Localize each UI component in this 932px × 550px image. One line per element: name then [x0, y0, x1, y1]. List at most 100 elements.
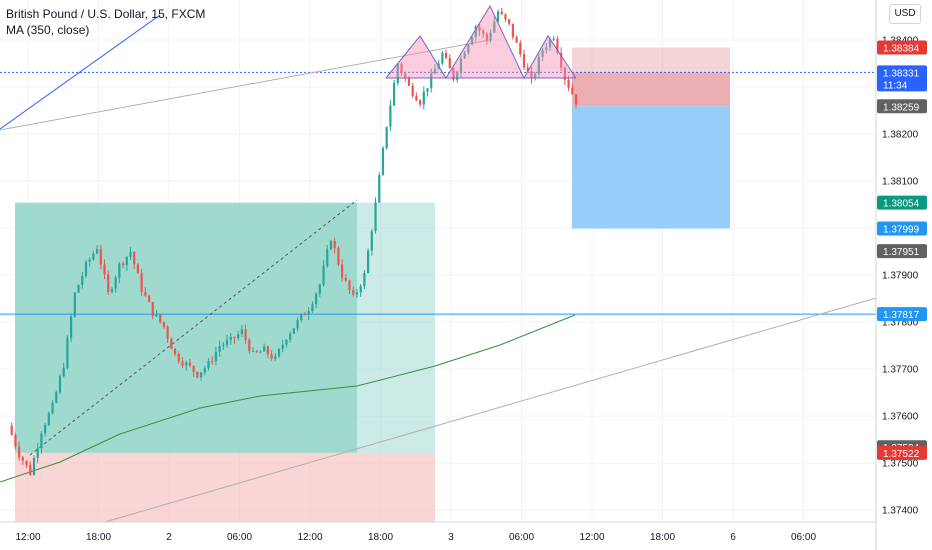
candle-body	[84, 261, 88, 276]
candle-body	[511, 23, 514, 38]
time-tick-label: 12:00	[297, 532, 322, 543]
time-tick-label: 6	[730, 532, 736, 543]
candle-body	[493, 21, 496, 33]
candle-body	[322, 265, 325, 285]
candle-body	[315, 293, 318, 305]
candle-body	[522, 54, 526, 68]
candle-body	[307, 311, 310, 316]
long-profit-zone-ext[interactable]	[357, 202, 435, 453]
candle-body	[277, 349, 281, 357]
price-tag-label: 1.37817	[883, 310, 920, 321]
candle-body	[407, 78, 411, 86]
candle-body	[452, 68, 455, 80]
candle-body	[199, 372, 203, 378]
candle-body	[192, 365, 195, 372]
candle-body	[229, 336, 232, 341]
trend-line-blue[interactable]	[0, 14, 161, 130]
price-tick-label: 1.37900	[882, 271, 919, 282]
candle-body	[107, 274, 110, 292]
candle-body	[348, 280, 351, 291]
candle-body	[534, 73, 537, 79]
price-tick-label: 1.38100	[882, 177, 919, 188]
candle-body	[125, 256, 128, 266]
candle-body	[418, 100, 422, 105]
candle-body	[548, 39, 552, 48]
candle-body	[508, 19, 511, 24]
time-tick-label: 06:00	[227, 532, 252, 543]
price-tag-label: 1.38259	[883, 102, 920, 113]
candle-body	[441, 52, 444, 64]
candle-body	[274, 356, 277, 359]
candle-body	[363, 273, 366, 287]
trend-line-grey-upper[interactable]	[0, 39, 491, 131]
candle-body	[170, 338, 173, 349]
candle-body	[571, 87, 574, 95]
pattern-overlays[interactable]	[385, 4, 577, 80]
time-tick-label: 06:00	[509, 532, 534, 543]
symbol-title[interactable]: British Pound / U.S. Dollar, 15, FXCM	[6, 7, 206, 21]
countdown-label: 11:34	[883, 80, 908, 91]
head-shoulders-fill	[386, 6, 576, 78]
candle-body	[121, 263, 125, 266]
candle-body	[259, 351, 262, 353]
candle-body	[151, 302, 154, 317]
time-axis[interactable]: 12:00 18:00 2 06:00 12:00 18:00 3 06:00 12:00 18:…	[15, 532, 816, 543]
price-tick-label: 1.37800	[882, 318, 919, 329]
indicator-label[interactable]: MA (350, close)	[6, 23, 90, 37]
candle-body	[70, 316, 73, 338]
candle-body	[545, 47, 548, 51]
short-loss-zone[interactable]	[572, 72, 730, 107]
candle-body	[29, 465, 32, 475]
price-tick-label: 1.38200	[882, 130, 919, 141]
candle-body	[404, 72, 407, 79]
price-tag-bg	[877, 244, 927, 259]
candle-body	[541, 50, 544, 57]
time-tick-label: 12:00	[15, 532, 40, 543]
candle-body	[62, 368, 65, 377]
candle-body	[110, 288, 114, 292]
price-tag-label: 1.38384	[883, 43, 920, 54]
candle-body	[370, 231, 373, 251]
candle-body	[14, 435, 17, 447]
short-loss-zone-upper[interactable]	[572, 47, 730, 73]
price-tag-bg	[877, 445, 927, 460]
time-tick-label: 06:00	[791, 532, 816, 543]
candle-body	[255, 350, 258, 352]
candle-body	[526, 67, 529, 72]
candle-body	[519, 42, 522, 55]
candle-body	[40, 433, 43, 449]
candle-body	[381, 147, 385, 175]
candle-body	[337, 248, 340, 265]
drawing-lines[interactable]	[0, 14, 877, 523]
candle-body	[144, 292, 147, 296]
candle-body	[489, 32, 492, 41]
short-profit-zone[interactable]	[572, 106, 730, 229]
head-shoulders-pattern[interactable]	[385, 4, 577, 80]
candle-body	[311, 304, 314, 312]
candle-body	[563, 67, 566, 80]
candle-body	[289, 333, 292, 340]
candle-body	[263, 346, 266, 352]
time-tick-label: 18:00	[86, 532, 111, 543]
candle-body	[58, 376, 62, 393]
candle-body	[415, 95, 418, 101]
candle-body	[244, 329, 247, 340]
candle-body	[485, 33, 489, 41]
price-tag-label: 1.37522	[883, 449, 920, 460]
price-tag-bg	[877, 195, 927, 210]
trend-line-grey-lower[interactable]	[104, 297, 877, 523]
time-tick-label: 2	[166, 532, 172, 543]
candle-body	[352, 290, 355, 295]
candle-body	[574, 94, 578, 105]
time-tick-label: 18:00	[650, 532, 675, 543]
candle-body	[422, 91, 425, 105]
candle-body	[181, 361, 184, 366]
candle-body	[166, 326, 169, 339]
candle-body	[92, 253, 95, 260]
currency-button[interactable]: USD	[889, 4, 921, 24]
candle-body	[285, 339, 288, 345]
candle-body	[326, 249, 329, 266]
moving-average-line	[0, 314, 576, 483]
